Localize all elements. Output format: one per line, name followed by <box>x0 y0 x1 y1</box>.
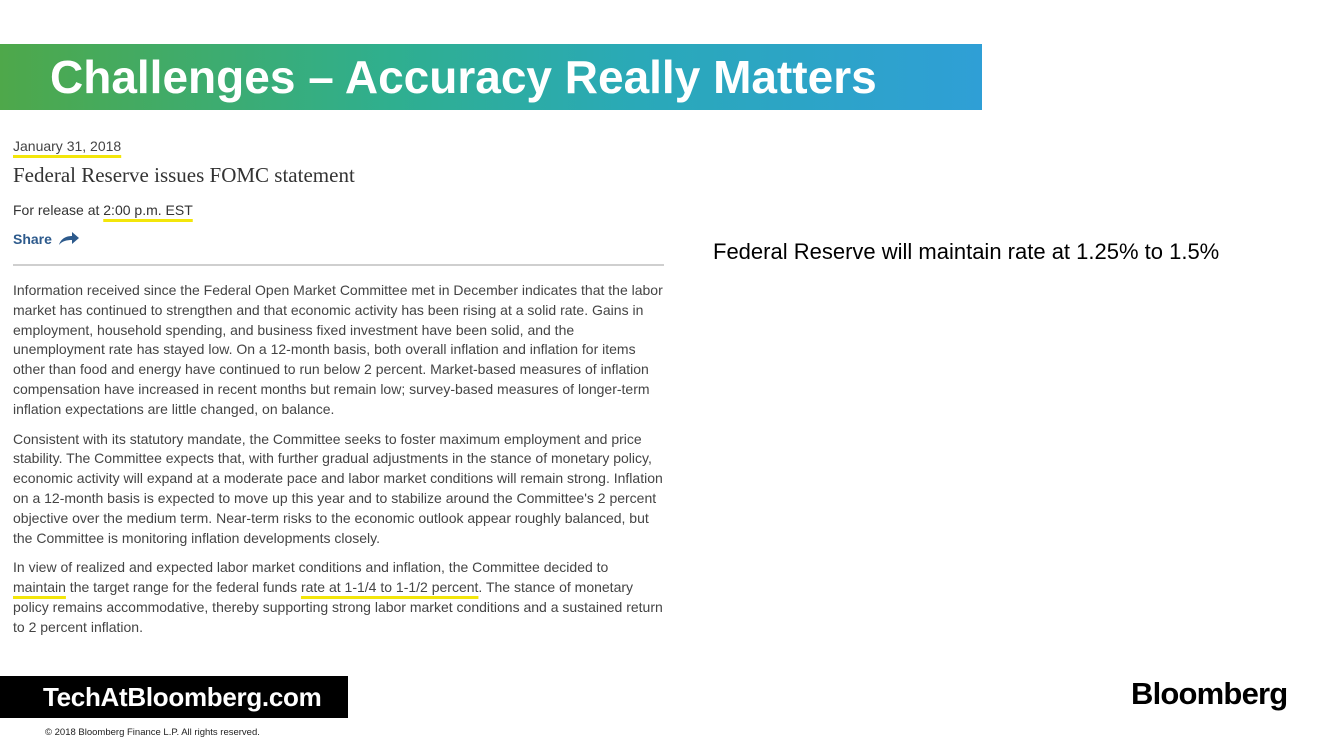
release-prefix: For release at <box>13 202 104 218</box>
paragraph-3-part-3: . The stance of monetary policy remains … <box>13 579 663 635</box>
slide-title: Challenges – Accuracy Really Matters <box>50 51 877 103</box>
share-label: Share <box>13 231 52 247</box>
title-banner: Challenges – Accuracy Really Matters <box>0 44 982 110</box>
highlight-maintain: maintain <box>13 579 66 596</box>
fomc-statement-document: January 31, 2018 Federal Reserve issues … <box>13 136 665 638</box>
rate-callout: Federal Reserve will maintain rate at 1.… <box>713 239 1220 264</box>
copyright-notice: © 2018 Bloomberg Finance L.P. All rights… <box>45 727 260 738</box>
share-button[interactable]: Share <box>13 231 665 247</box>
statement-headline: Federal Reserve issues FOMC statement <box>13 163 355 187</box>
statement-date-text: January 31, 2018 <box>13 138 122 154</box>
statement-paragraph-1: Information received since the Federal O… <box>13 282 663 417</box>
divider <box>13 264 664 266</box>
statement-date: January 31, 2018 <box>13 138 665 154</box>
paragraph-3-part-1: In view of realized and expected labor m… <box>13 559 609 576</box>
paragraph-3-part-2: the target range for the federal funds <box>65 579 301 596</box>
highlight-rate: rate at 1-1/4 to 1-1/2 percent <box>300 579 479 596</box>
release-time: 2:00 p.m. EST <box>103 202 193 218</box>
statement-paragraph-2: Consistent with its statutory mandate, t… <box>13 430 663 546</box>
statement-paragraph-3: In view of realized and expected labor m… <box>13 558 665 637</box>
release-time-line: For release at 2:00 p.m. EST <box>13 202 665 218</box>
share-arrow-icon <box>58 232 79 245</box>
tech-at-bloomberg-badge: TechAtBloomberg.com <box>0 676 348 718</box>
bloomberg-logo: Bloomberg <box>1131 676 1288 711</box>
tech-at-bloomberg-text: TechAtBloomberg.com <box>43 682 322 712</box>
